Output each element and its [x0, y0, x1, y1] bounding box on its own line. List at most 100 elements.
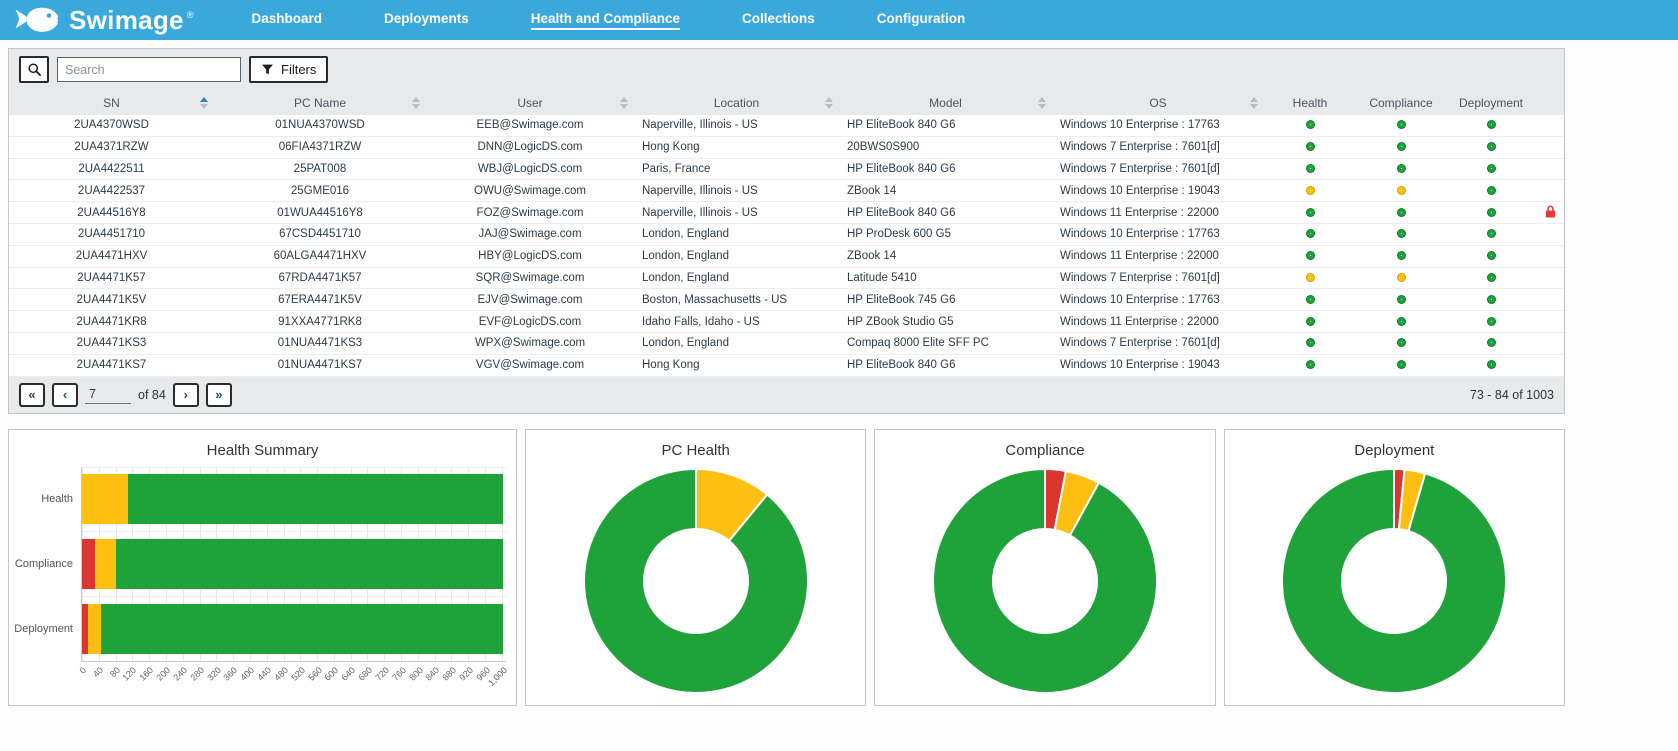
health-status-icon: [1306, 252, 1314, 260]
cell-compliance-status: [1356, 359, 1446, 371]
compliance-status-icon: [1397, 164, 1405, 172]
cell-os: Windows 10 Enterprise : 19043: [1060, 359, 1220, 372]
column-header-health: Health: [1264, 96, 1356, 110]
bar-category-label-deployment: Deployment: [14, 623, 73, 636]
gridline: [82, 466, 506, 468]
table-row[interactable]: 2UA4370WSD 01NUA4370WSD EEB@Swimage.com Nap…: [9, 115, 1564, 137]
cell-user: JAJ@Swimage.com: [478, 228, 582, 241]
cell-sn: 2UA4471K57: [77, 271, 146, 284]
table-row[interactable]: 2UA4471K57 67RDA4471K57 SQR@Swimage.com Lon…: [9, 267, 1564, 290]
cell-health-status: [1264, 316, 1356, 328]
column-header-pc-name[interactable]: PC Name: [214, 96, 426, 110]
nav-item-health-and-compliance[interactable]: Health and Compliance: [530, 11, 681, 30]
health-status-icon: [1306, 143, 1314, 151]
cell-sn: 2UA4451710: [77, 228, 146, 241]
sort-desc-icon: [825, 103, 833, 109]
cell-compliance-status: [1356, 185, 1446, 197]
column-header-os[interactable]: OS: [1052, 96, 1264, 110]
table-row[interactable]: 2UA4451710 67CSD4451710 JAJ@Swimage.com Lon…: [9, 223, 1564, 246]
table-row[interactable]: 2UA4471HXV 60ALGA4471HXV HBY@LogicDS.com Lo…: [9, 245, 1564, 268]
nav-item-configuration[interactable]: Configuration: [876, 10, 966, 26]
column-header-user[interactable]: User: [426, 96, 634, 110]
cell-pc_name: 60ALGA4471HXV: [273, 250, 367, 263]
cell-model: Latitude 5410: [847, 271, 917, 284]
brand-logo[interactable]: Swimage ®: [14, 5, 193, 35]
first-page-button[interactable]: «: [19, 382, 45, 407]
sort-arrows-icon[interactable]: [1250, 96, 1258, 109]
health-status-icon: [1306, 230, 1314, 238]
cell-model: HP EliteBook 745 G6: [847, 293, 956, 306]
deployment-status-icon: [1487, 143, 1495, 151]
filters-button-label: Filters: [281, 62, 317, 77]
table-row[interactable]: 2UA4471KR8 91XXA4771RK8 EVF@LogicDS.com Ida…: [9, 311, 1564, 333]
filters-button[interactable]: Filters: [249, 56, 329, 83]
nav-item-dashboard[interactable]: Dashboard: [251, 10, 322, 26]
deployment-status-icon: [1487, 230, 1495, 238]
column-header-sn[interactable]: SN: [9, 96, 214, 110]
cell-sn: 2UA4471KS3: [76, 337, 147, 350]
cell-model: HP EliteBook 840 G6: [847, 206, 956, 219]
sort-asc-icon: [620, 96, 628, 102]
nav-item-collections[interactable]: Collections: [742, 10, 815, 26]
deployment-status-icon: [1487, 361, 1495, 369]
sort-arrows-icon[interactable]: [825, 96, 833, 109]
deployment-status-icon: [1487, 164, 1495, 172]
cell-health-status: [1264, 141, 1356, 153]
main-content: Filters SN PC Name User Location Model OS Heal…: [8, 48, 1565, 706]
next-page-button[interactable]: ›: [172, 382, 199, 407]
cell-pc_name: 01WUA44516Y8: [277, 206, 363, 219]
gridline: [82, 531, 506, 533]
compliance-donut: [929, 459, 1161, 702]
cell-model: HP ZBook Studio G5: [847, 315, 954, 328]
sort-asc-icon: [825, 96, 833, 102]
deployment-status-icon: [1487, 317, 1495, 325]
bar-segment-warning: [82, 473, 129, 524]
bar-segment-warning: [94, 538, 116, 589]
table-row[interactable]: 2UA4422537 25GME016 OWU@Swimage.com Napervi…: [9, 180, 1564, 203]
column-header-deployment: Deployment: [1446, 96, 1536, 110]
column-header-label: User: [517, 95, 543, 110]
cell-user: DNN@LogicDS.com: [477, 141, 583, 154]
nav-item-deployments[interactable]: Deployments: [383, 10, 469, 26]
filter-funnel-icon: [261, 63, 274, 76]
gridline: [82, 595, 506, 597]
health-status-icon: [1306, 317, 1314, 325]
fish-logo-icon: [14, 5, 60, 35]
sort-arrows-icon[interactable]: [1038, 96, 1046, 109]
charts-row: Health Summary Health Compliance Deploymen…: [8, 428, 1565, 706]
sort-arrows-icon[interactable]: [620, 96, 628, 109]
sort-arrows-icon[interactable]: [200, 96, 208, 109]
pc-health-donut-svg: [582, 467, 809, 694]
table-body: 2UA4370WSD 01NUA4370WSD EEB@Swimage.com Nap…: [9, 115, 1564, 377]
sort-arrows-icon[interactable]: [412, 96, 420, 109]
table-row[interactable]: 2UA4471KS7 01NUA4471KS7 VGV@Swimage.com Hon…: [9, 354, 1564, 377]
compliance-status-icon: [1397, 208, 1405, 216]
health-status-icon: [1306, 164, 1314, 172]
compliance-status-icon: [1397, 361, 1405, 369]
cell-pc_name: 67ERA4471K5V: [278, 293, 362, 306]
cell-compliance-status: [1356, 316, 1446, 328]
column-header-location[interactable]: Location: [634, 96, 839, 110]
table-row[interactable]: 2UA44516Y8 01WUA44516Y8 FOZ@Swimage.com Nap…: [9, 202, 1564, 224]
cell-compliance-status: [1356, 337, 1446, 349]
cell-location: London, England: [642, 250, 729, 263]
bar-x-axis-ticks: 0 40 80 120 160 200 240 280 320 360 400 440 480 520 56…: [77, 662, 508, 706]
cell-os: Windows 7 Enterprise : 7601[d]: [1060, 271, 1220, 284]
device-table-panel: Filters SN PC Name User Location Model OS Heal…: [8, 48, 1565, 414]
page-number-input[interactable]: [85, 385, 131, 405]
search-input[interactable]: [57, 57, 241, 82]
cell-os: Windows 11 Enterprise : 22000: [1060, 206, 1219, 219]
column-header-model[interactable]: Model: [839, 96, 1052, 110]
cell-sn: 2UA4371RZW: [74, 141, 149, 154]
table-row[interactable]: 2UA4471KS3 01NUA4471KS3 WPX@Swimage.com Lon…: [9, 332, 1564, 355]
last-page-button[interactable]: »: [205, 382, 232, 407]
table-row[interactable]: 2UA4422511 25PAT008 WBJ@LogicDS.com Paris, …: [9, 158, 1564, 181]
cell-deployment-status: [1446, 359, 1536, 371]
column-header-label: SN: [103, 95, 120, 110]
sort-asc-icon: [200, 96, 208, 102]
cell-os: Windows 11 Enterprise : 22000: [1060, 315, 1219, 328]
prev-page-button[interactable]: ‹: [52, 382, 78, 407]
table-row[interactable]: 2UA4471K5V 67ERA4471K5V EJV@Swimage.com Bos…: [9, 289, 1564, 312]
search-button[interactable]: [19, 56, 49, 83]
table-row[interactable]: 2UA4371RZW 06FIA4371RZW DNN@LogicDS.com Hon…: [9, 136, 1564, 159]
